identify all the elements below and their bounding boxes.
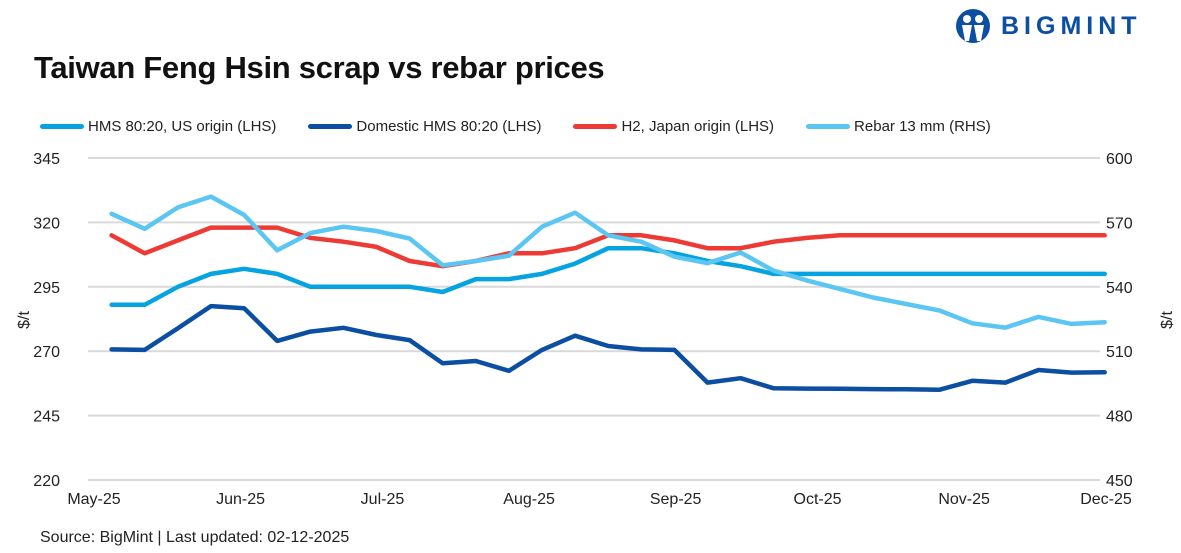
bigmint-logo: BIGMINT xyxy=(955,8,1142,44)
x-tick-label: Jul-25 xyxy=(361,491,405,508)
y-tick-right: 480 xyxy=(1106,409,1133,426)
y-tick-right: 450 xyxy=(1106,473,1133,490)
x-tick-label: Jun-25 xyxy=(216,491,265,508)
legend-label: H2, Japan origin (LHS) xyxy=(621,118,775,135)
y-tick-right: 600 xyxy=(1106,151,1133,168)
legend-item: Rebar 13 mm (RHS) xyxy=(806,118,991,135)
y-tick-left: 295 xyxy=(33,280,60,297)
series-line-4 xyxy=(109,194,1107,330)
y-tick-right: 570 xyxy=(1106,215,1133,232)
legend-label: Domestic HMS 80:20 (LHS) xyxy=(356,118,542,135)
y-tick-left: 270 xyxy=(33,344,60,361)
source-note: Source: BigMint | Last updated: 02-12-20… xyxy=(40,529,350,546)
y-axis-label-left: $/t xyxy=(16,311,33,329)
legend-label: Rebar 13 mm (RHS) xyxy=(854,118,991,135)
legend: HMS 80:20, US origin (LHS) Domestic HMS 8… xyxy=(40,118,991,135)
legend-swatch xyxy=(573,124,618,129)
legend-swatch xyxy=(40,124,84,129)
x-tick-label: Aug-25 xyxy=(503,491,555,508)
legend-item: Domestic HMS 80:20 (LHS) xyxy=(308,118,541,135)
y-tick-right: 540 xyxy=(1106,280,1133,297)
y-tick-right: 510 xyxy=(1106,344,1133,361)
y-tick-left: 220 xyxy=(33,473,60,490)
x-tick-label: May-25 xyxy=(67,491,120,508)
y-tick-left: 245 xyxy=(33,409,60,426)
legend-swatch xyxy=(806,124,851,129)
bigmint-logo-icon xyxy=(956,9,990,43)
y-tick-left: 320 xyxy=(33,215,60,232)
legend-item: H2, Japan origin (LHS) xyxy=(573,118,774,135)
chart-title: Taiwan Feng Hsin scrap vs rebar prices xyxy=(34,50,605,85)
x-tick-label: Sep-25 xyxy=(650,491,702,508)
series-line-2 xyxy=(109,303,1107,393)
y-tick-left: 345 xyxy=(33,151,60,168)
legend-item: HMS 80:20, US origin (LHS) xyxy=(40,118,276,135)
legend-label: HMS 80:20, US origin (LHS) xyxy=(88,118,277,135)
x-tick-label: Nov-25 xyxy=(938,491,990,508)
x-tick-label: Oct-25 xyxy=(794,491,842,508)
x-tick-label: Dec-25 xyxy=(1080,491,1132,508)
y-axis-label-right: $/t xyxy=(1159,311,1176,329)
series-line-1 xyxy=(109,245,1107,308)
logo-text: BIGMINT xyxy=(1001,11,1142,40)
legend-swatch xyxy=(308,124,353,129)
